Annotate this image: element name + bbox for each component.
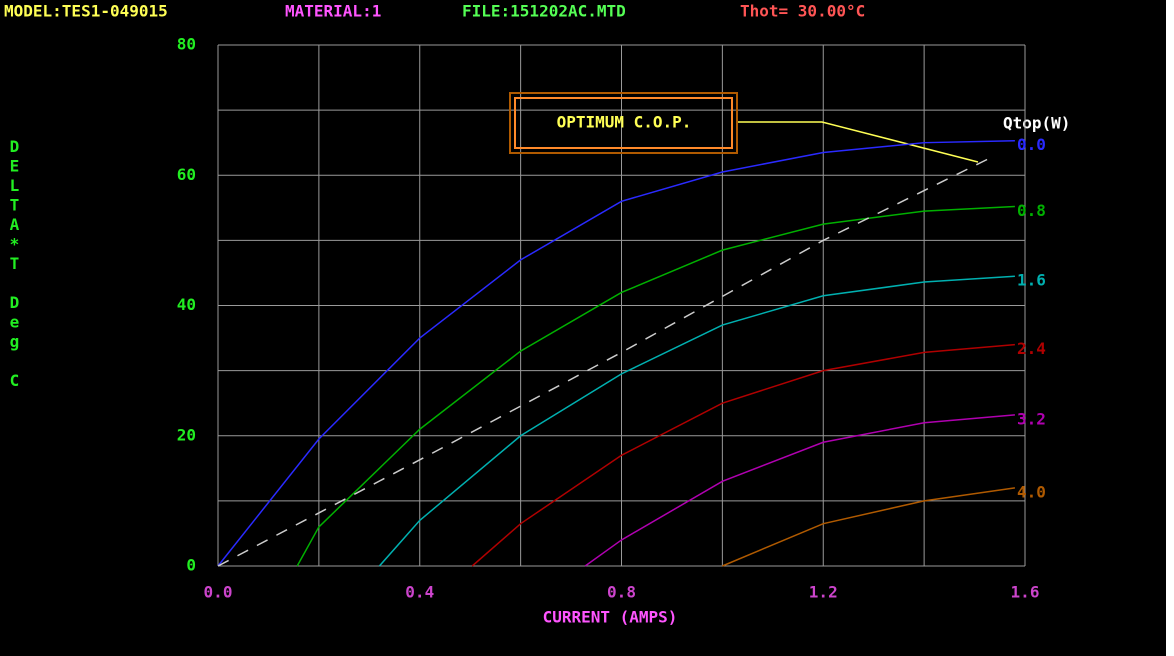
series-line [584,414,1015,567]
y-tick-label: 80 [177,35,196,54]
y-tick-label: 20 [177,425,196,444]
legend-label: 0.0 [1017,135,1046,154]
annotation-frame [509,92,738,154]
optimum-line [217,155,996,567]
y-axis-label: DELTA*T Deg C [5,137,24,391]
header-thot: Thot= 30.00°C [740,2,865,21]
x-tick-label: 0.4 [405,583,434,602]
y-tick-label: 60 [177,165,196,184]
legend-label: 3.2 [1017,409,1046,428]
annotation-frame-inner [514,97,733,149]
header-model: MODEL:TES1-049015 [4,2,168,21]
edge [1166,0,1174,656]
legend-label: 1.6 [1017,271,1046,290]
series-line [722,487,1016,567]
header-material: MATERIAL:1 [285,2,381,21]
legend-label: 4.0 [1017,482,1046,501]
series-line [378,275,1015,567]
x-tick-label: 1.2 [809,583,838,602]
x-tick-label: 0.8 [607,583,636,602]
series-line [217,139,1015,567]
y-tick-label: 40 [177,295,196,314]
legend-title: Qtop(W) [1003,114,1070,133]
grid [217,44,1026,567]
x-tick-label: 1.6 [1011,583,1040,602]
series-line [471,343,1015,567]
annotation-leader [738,121,979,163]
legend-label: 2.4 [1017,339,1046,358]
x-tick-label: 0.0 [204,583,233,602]
annotation: OPTIMUM C.O.P. [557,113,692,132]
legend-label: 0.8 [1017,201,1046,220]
header-file: FILE:151202AC.MTD [462,2,626,21]
series-line [296,205,1015,567]
x-axis-label: CURRENT (AMPS) [543,608,678,627]
y-tick-label: 0 [186,556,196,575]
